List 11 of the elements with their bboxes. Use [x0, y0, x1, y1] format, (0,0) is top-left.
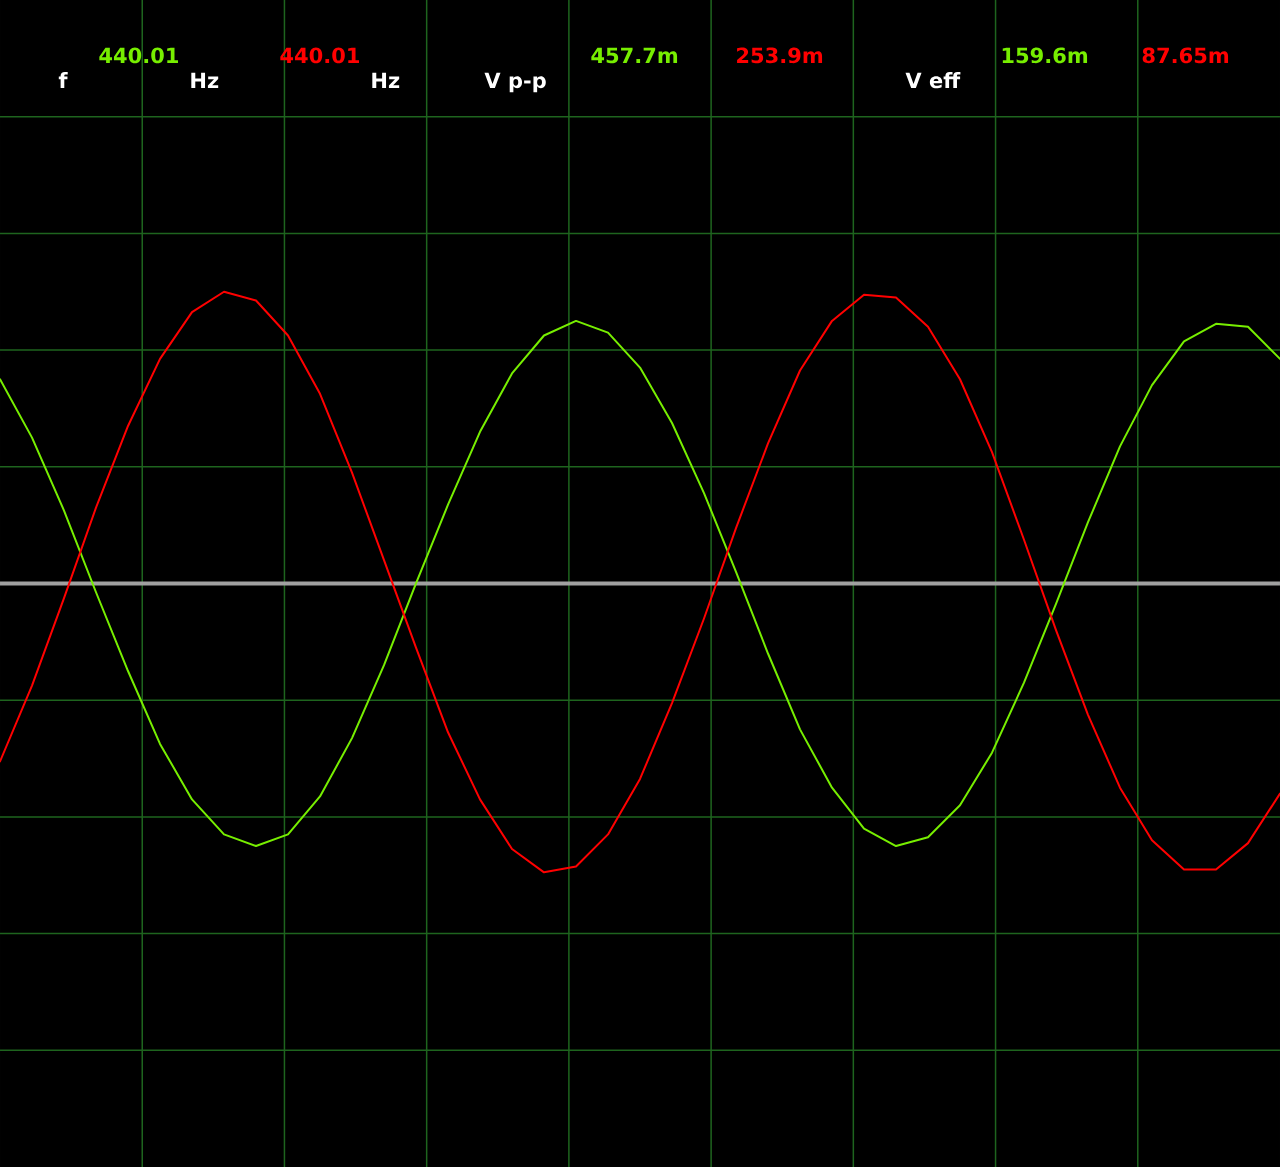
text: 87.65m	[1142, 47, 1229, 64]
text: 457.7m	[591, 47, 678, 64]
text: 440.01	[99, 47, 178, 64]
text: 253.9m	[737, 47, 823, 64]
text: V p-p	[484, 72, 546, 93]
text: Hz	[372, 72, 400, 88]
text: f	[58, 72, 68, 88]
text: 159.6m	[1002, 47, 1088, 64]
text: V eff	[905, 72, 961, 89]
text: Hz	[191, 72, 219, 88]
text: 440.01	[280, 47, 359, 64]
